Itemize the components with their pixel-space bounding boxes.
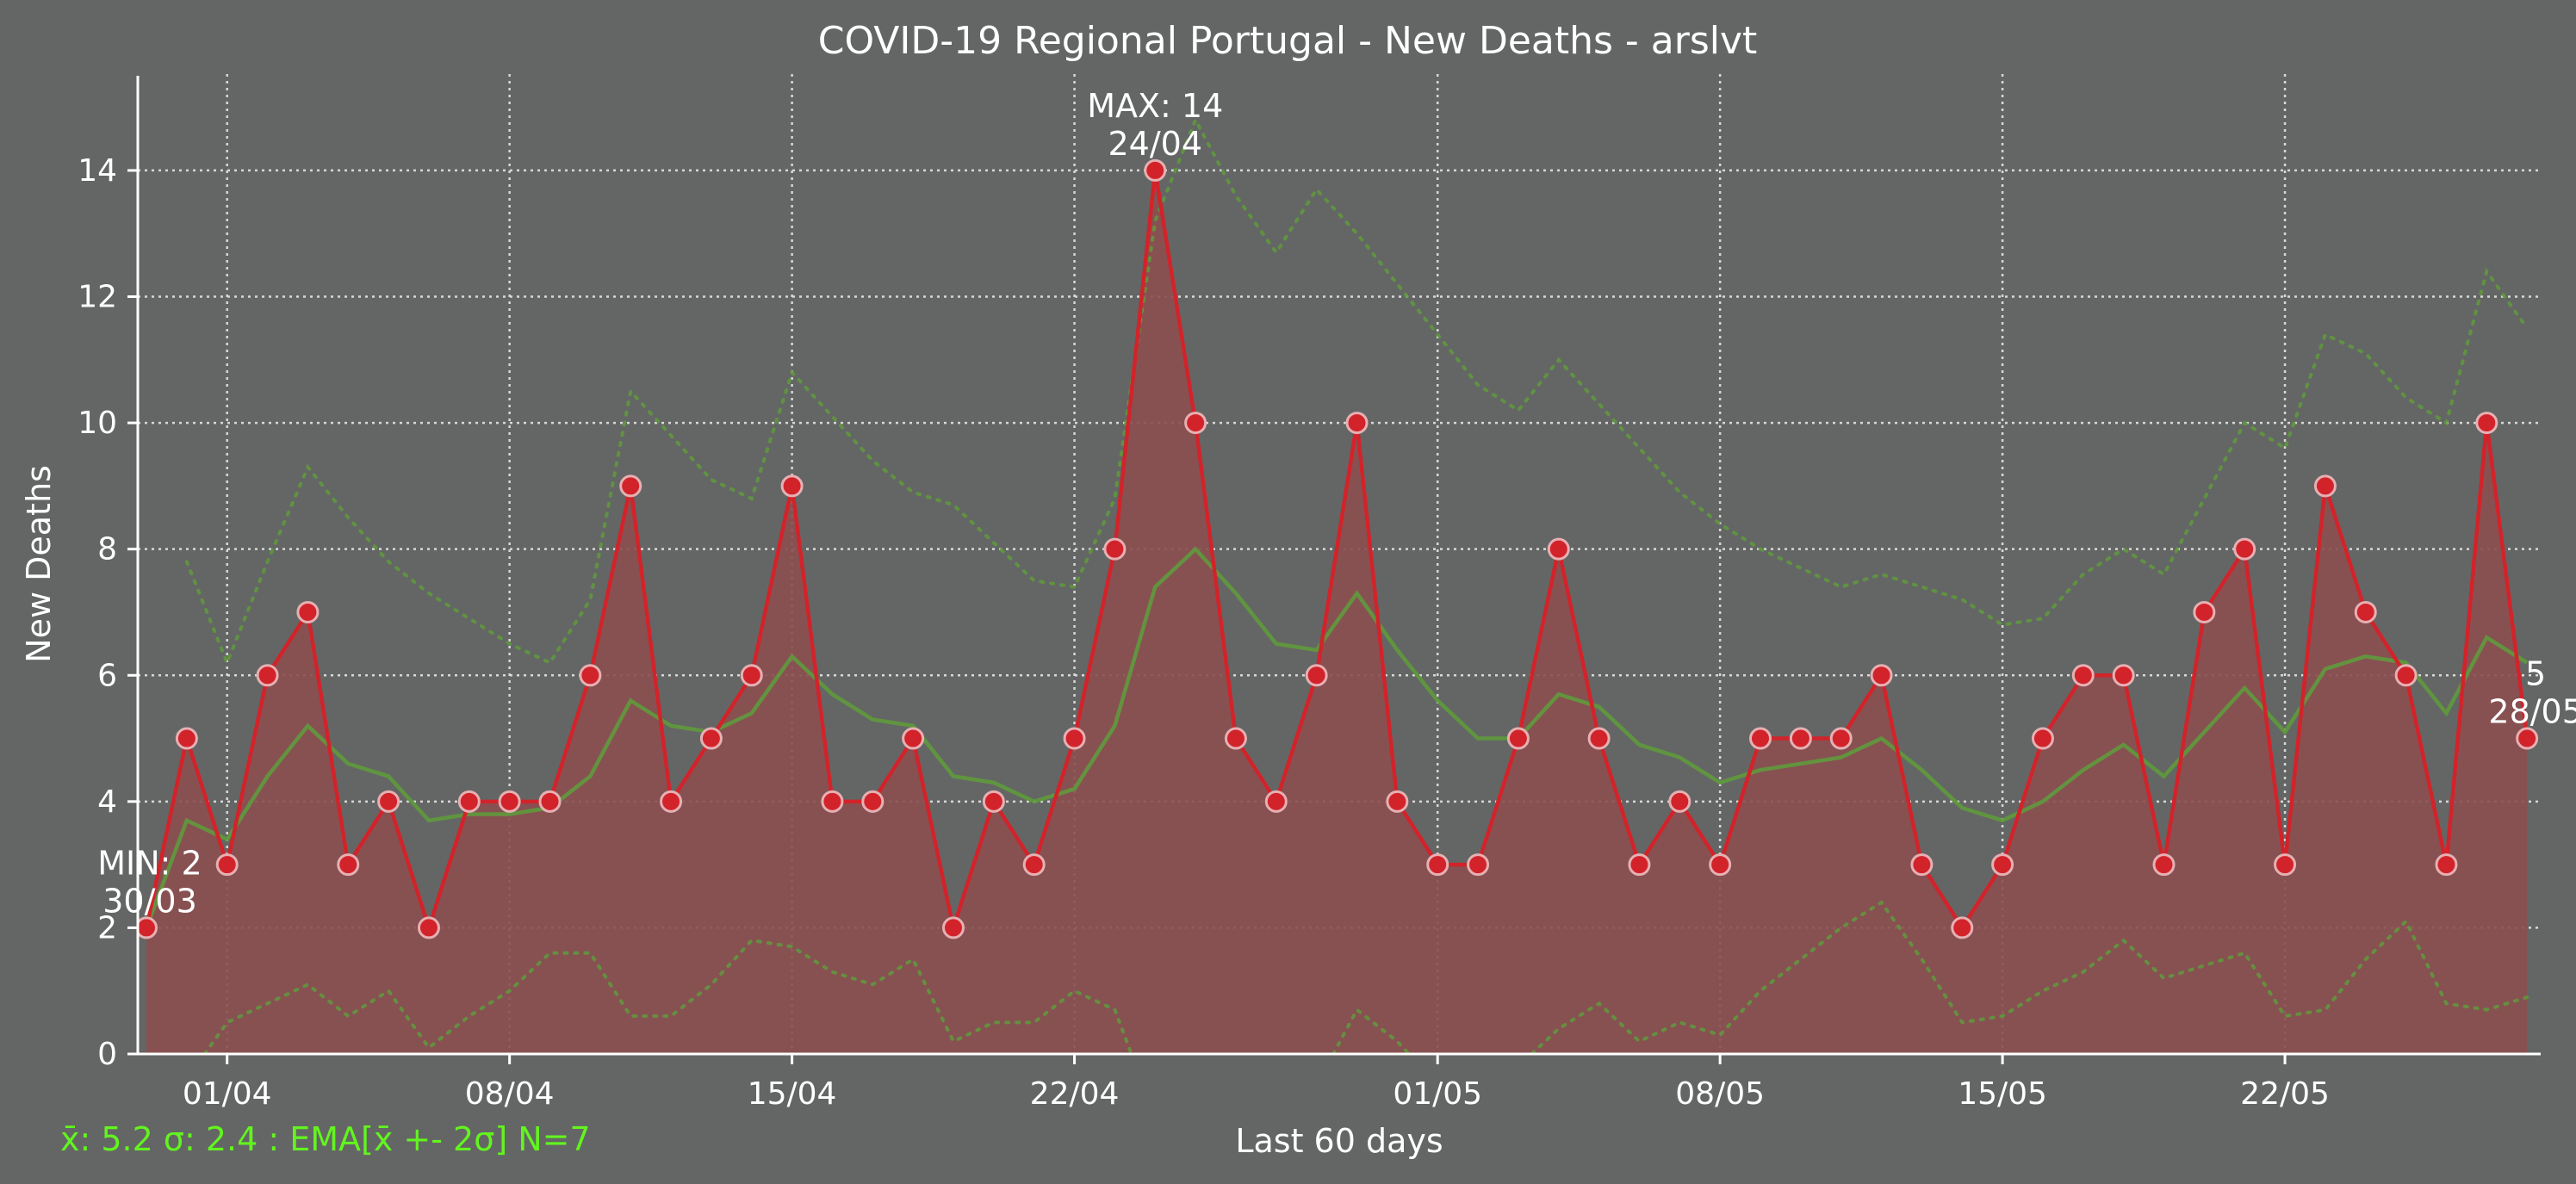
data-point bbox=[1184, 412, 1207, 435]
data-point bbox=[619, 474, 642, 498]
data-point bbox=[1991, 853, 2014, 877]
ema-lower-band-line bbox=[202, 900, 2529, 1054]
data-point bbox=[699, 727, 723, 750]
data-point bbox=[579, 664, 602, 687]
data-point bbox=[1506, 727, 1530, 750]
data-point bbox=[1951, 916, 1974, 939]
data-point bbox=[2516, 727, 2539, 750]
data-point bbox=[377, 790, 400, 813]
data-point bbox=[2152, 853, 2176, 877]
x-tick-label: 08/04 bbox=[465, 1076, 555, 1112]
data-point bbox=[457, 790, 481, 813]
y-tick-label: 2 bbox=[97, 910, 117, 945]
x-tick-label: 22/04 bbox=[1030, 1076, 1120, 1112]
data-point bbox=[1144, 158, 1167, 182]
data-point bbox=[2112, 664, 2135, 687]
y-tick-label: 10 bbox=[78, 406, 117, 441]
data-point bbox=[780, 474, 804, 498]
data-point bbox=[1063, 727, 1086, 750]
x-tick-label: 15/05 bbox=[1958, 1076, 2047, 1112]
annotation-label: MIN: 2 bbox=[97, 844, 202, 882]
y-tick-label: 12 bbox=[78, 280, 117, 315]
data-point bbox=[417, 916, 440, 939]
x-axis-label: Last 60 days bbox=[1235, 1122, 1443, 1160]
data-point bbox=[1022, 853, 1046, 877]
data-point bbox=[1386, 790, 1409, 813]
data-point bbox=[215, 853, 239, 877]
series-area bbox=[146, 170, 2528, 1054]
annotation-date: 24/04 bbox=[1108, 125, 1202, 163]
y-axis-label: New Deaths bbox=[20, 465, 58, 663]
data-point bbox=[982, 790, 1005, 813]
y-tick-label: 4 bbox=[97, 784, 117, 820]
y-tick-labels: 0 2 4 6 8 10 12 14 bbox=[78, 153, 117, 1072]
data-point bbox=[1709, 853, 1732, 877]
x-tick-label: 01/05 bbox=[1393, 1076, 1482, 1112]
data-point bbox=[1668, 790, 1691, 813]
data-point bbox=[2394, 664, 2418, 687]
data-point bbox=[821, 790, 844, 813]
x-tick-label: 01/04 bbox=[183, 1076, 272, 1112]
stats-text: x̄: 5.2 σ: 2.4 : EMA[x̄ +- 2σ] N=7 bbox=[60, 1120, 591, 1158]
data-point bbox=[2071, 664, 2095, 687]
data-point bbox=[1829, 727, 1853, 750]
data-point bbox=[1870, 664, 1893, 687]
y-tick-label: 6 bbox=[97, 658, 117, 693]
data-point bbox=[1467, 853, 1490, 877]
x-tick-labels: 01/04 08/04 15/04 22/04 01/05 08/05 15/05 22/05 bbox=[183, 1076, 2330, 1112]
data-point bbox=[1224, 727, 1247, 750]
data-point bbox=[175, 727, 198, 750]
data-point bbox=[1345, 412, 1369, 435]
data-point bbox=[1103, 537, 1127, 561]
y-tick-label: 14 bbox=[78, 153, 117, 189]
data-point bbox=[1547, 537, 1570, 561]
data-point bbox=[1587, 727, 1611, 750]
y-tick-label: 8 bbox=[97, 532, 117, 567]
annotation-date: 30/03 bbox=[102, 882, 197, 920]
axes bbox=[127, 76, 2541, 1064]
data-point bbox=[498, 790, 521, 813]
data-point bbox=[138, 916, 158, 939]
data-point bbox=[2233, 537, 2256, 561]
data-point bbox=[256, 664, 279, 687]
data-point bbox=[337, 853, 360, 877]
data-point bbox=[2435, 853, 2458, 877]
data-point bbox=[660, 790, 683, 813]
chart-title: COVID-19 Regional Portugal - New Deaths … bbox=[818, 19, 1758, 63]
data-point bbox=[942, 916, 965, 939]
data-point bbox=[2031, 727, 2054, 750]
data-point bbox=[1426, 853, 1449, 877]
data-point bbox=[1910, 853, 1934, 877]
x-tick-label: 22/05 bbox=[2240, 1076, 2330, 1112]
data-point bbox=[1628, 853, 1651, 877]
annotation-label: 5 bbox=[2525, 655, 2546, 693]
data-point bbox=[902, 727, 925, 750]
data-point bbox=[2475, 412, 2498, 435]
data-points bbox=[138, 158, 2539, 939]
data-point bbox=[2313, 474, 2337, 498]
x-tick-label: 15/04 bbox=[748, 1076, 837, 1112]
data-point bbox=[1749, 727, 1772, 750]
data-point bbox=[2193, 600, 2216, 623]
annotation-date: 28/05 bbox=[2488, 693, 2576, 731]
data-point bbox=[2354, 600, 2377, 623]
data-point bbox=[861, 790, 885, 813]
y-tick-label: 0 bbox=[97, 1037, 117, 1072]
data-point bbox=[538, 790, 562, 813]
ema-upper-band-line bbox=[184, 115, 2529, 667]
data-point bbox=[2274, 853, 2297, 877]
data-point bbox=[1264, 790, 1288, 813]
data-point bbox=[1305, 664, 1328, 687]
x-tick-label: 08/05 bbox=[1675, 1076, 1765, 1112]
annotation-label: MAX: 14 bbox=[1087, 87, 1223, 125]
data-point bbox=[740, 664, 763, 687]
data-point bbox=[1789, 727, 1812, 750]
data-point bbox=[296, 600, 320, 623]
